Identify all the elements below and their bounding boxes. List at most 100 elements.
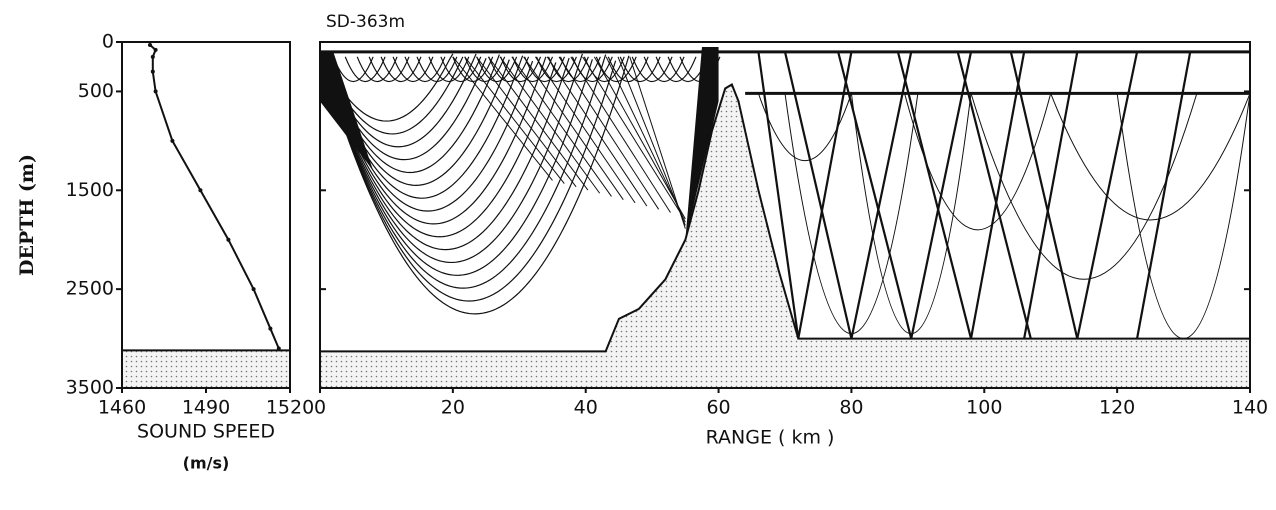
profile-point [153,47,158,52]
ray [368,56,410,83]
ray [605,56,686,223]
ray [464,56,506,83]
ray [1009,51,1079,339]
ray [476,56,518,83]
profile-point [226,237,231,242]
ray [593,56,686,220]
x-axis-unit: (m/s) [183,454,230,473]
ray [619,56,661,83]
x-tick-label: 100 [966,397,1002,419]
ray [487,56,589,191]
ray [500,56,542,83]
x-tick-label: 1490 [182,397,230,419]
ray [320,53,617,302]
ray [1076,51,1139,339]
ray [631,56,673,83]
ray [320,53,570,251]
ray [970,93,1198,280]
ray [969,51,1026,339]
sound-speed-line [149,44,280,349]
ray [1050,93,1250,221]
profile-point [153,89,158,94]
ray [320,53,557,238]
ray [904,93,1052,231]
ray [837,51,913,339]
x-tick-label: 20 [441,397,465,419]
ray [416,56,458,83]
x-tick-label: 0 [314,397,326,419]
ray [558,56,660,210]
ray [757,93,852,161]
ray [655,56,697,83]
ray [784,93,919,334]
x-axis-title: SOUND SPEED [137,421,275,443]
ray [643,56,685,83]
ray [404,56,446,83]
ray [757,51,800,339]
ray [428,56,470,83]
ray [320,50,1250,95]
y-tick-label: 500 [78,80,114,102]
x-axis-title: RANGE ( km ) [706,427,835,449]
profile-point [268,326,273,331]
ray [896,51,973,339]
x-tick-label: 80 [839,397,863,419]
ray [1116,93,1250,339]
ray [535,56,636,204]
x-tick-label: 1460 [98,397,146,419]
ray [797,51,853,339]
panel-frame [319,41,1251,389]
ray [452,56,494,83]
ray [392,56,434,83]
ray [571,56,613,83]
ray [783,51,853,339]
x-tick-label: 140 [1232,397,1268,419]
ray [499,56,601,194]
ray [380,56,422,83]
x-tick-label: 60 [706,397,730,419]
y-tick-label: 0 [102,31,114,53]
ray [536,56,577,83]
seabed [122,350,290,388]
ray [1023,51,1079,339]
ray [464,56,565,184]
panel-frame [121,41,291,389]
ray [320,53,593,276]
ray [570,56,671,213]
ray [629,56,686,229]
ray [617,56,686,226]
y-axis-title: DEPTH (m) [16,154,38,276]
ray [595,56,637,83]
profile-point [198,188,203,193]
x-tick-label: 1520 [266,397,314,419]
profile-point [170,138,175,143]
profile-point [148,42,152,47]
ray [356,56,398,83]
profile-point [276,346,281,351]
ray [559,56,601,83]
x-tick-label: 40 [574,397,598,419]
x-tick-label: 120 [1099,397,1135,419]
ray [320,53,630,315]
ray [547,56,589,83]
ray [524,56,566,83]
ray [583,56,625,83]
profile-point [150,69,155,74]
ray [850,51,913,339]
ray [320,53,607,289]
y-tick-label: 1500 [66,179,114,201]
profile-point [150,54,155,59]
ray [320,53,583,264]
ray-field [320,46,1250,339]
ray [1135,51,1192,339]
ray [488,56,530,83]
profile-point [251,287,256,292]
ray [440,56,482,83]
y-tick-label: 2500 [66,278,114,300]
ray [546,56,648,207]
panel-title: SD-363m [326,12,405,32]
ray [512,56,554,83]
ray [476,56,577,188]
ray [607,56,649,83]
